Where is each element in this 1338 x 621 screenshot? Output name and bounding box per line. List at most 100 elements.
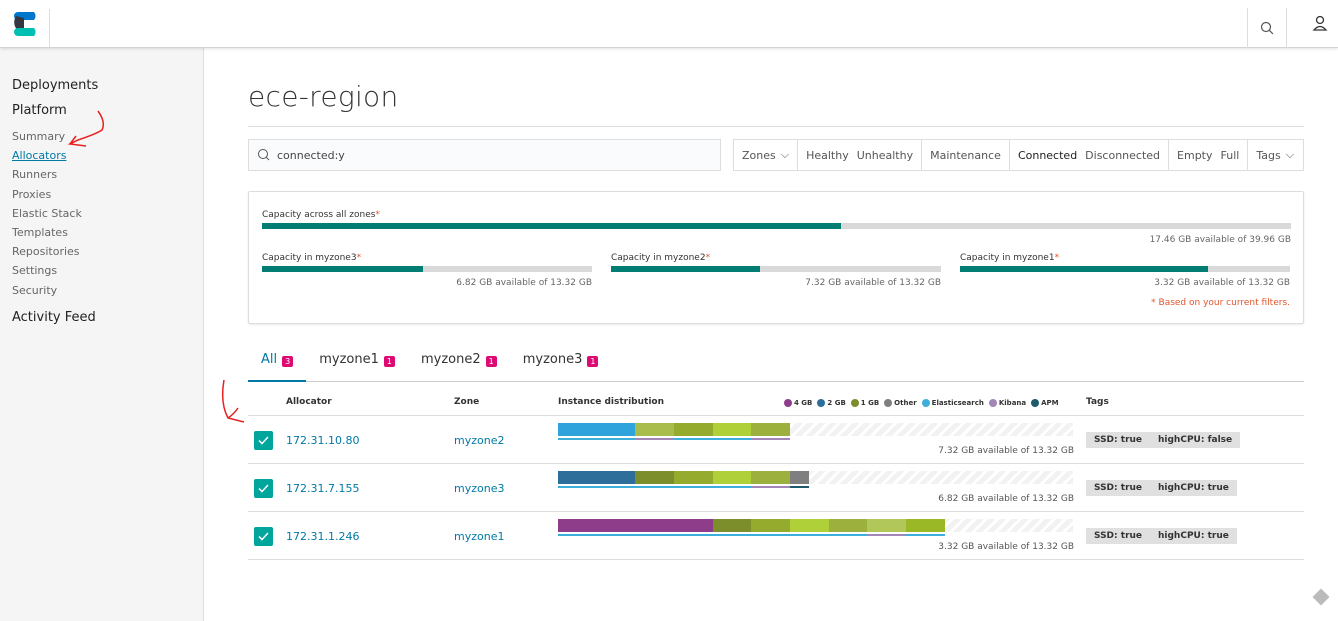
allocator-available: 7.32 GB available of 13.32 GB [938,446,1074,456]
sidebar-item-templates[interactable]: Templates [12,225,68,239]
search-button[interactable] [1247,8,1287,48]
allocator-available: 3.32 GB available of 13.32 GB [938,542,1074,552]
instance-segment[interactable] [635,423,674,436]
nav-activity-feed[interactable]: Activity Feed [12,309,96,325]
instance-segment[interactable] [558,423,636,436]
sidebar-item-proxies[interactable]: Proxies [12,187,52,201]
capacity-zone-available: 7.32 GB available of 13.32 GB [805,278,941,288]
filter-maintenance[interactable]: Maintenance [930,148,1001,162]
zone-tabs: All 3 myzone1 1 myzone2 1 myzone3 1 [248,346,1304,382]
tab-myzone1[interactable]: myzone1 1 [306,346,408,382]
elastic-logo[interactable] [12,10,38,38]
instance-type-marker [751,438,790,440]
count-badge: 1 [383,356,395,367]
instance-segment[interactable] [712,519,752,532]
table-row: 172.31.10.80 myzone2 7.32 GB available o… [248,416,1304,464]
legend-swatch [850,399,859,407]
feedback-icon[interactable] [1312,588,1330,606]
tab-all[interactable]: All 3 [248,346,307,382]
table-row: 172.31.7.155 myzone3 6.82 GB available o… [248,464,1304,512]
instance-segment[interactable] [867,519,906,532]
allocator-link[interactable]: 172.31.10.80 [286,434,360,447]
tab-myzone3[interactable]: myzone3 1 [510,346,612,382]
instance-distribution-bar [558,519,1073,532]
row-checkbox[interactable] [254,479,273,498]
count-badge: 1 [587,356,599,367]
allocator-link[interactable]: 172.31.7.155 [286,482,360,495]
filter-empty[interactable]: Empty [1177,148,1213,162]
instance-segment[interactable] [635,471,674,484]
col-tags: Tags [1086,397,1109,407]
instance-segment[interactable] [828,519,868,532]
instance-segment[interactable] [905,519,945,532]
tags-label: Tags [1256,148,1281,162]
allocator-available: 6.82 GB available of 13.32 GB [938,494,1074,504]
chevron-down-icon: ⌵ [1285,148,1295,161]
instance-segment[interactable] [712,423,752,436]
capacity-all-bar [262,223,1291,229]
row-checkbox[interactable] [254,431,273,450]
tab-label: myzone1 [319,352,379,367]
nav-platform[interactable]: Platform [12,103,67,118]
search-input[interactable] [277,148,422,162]
filter-full[interactable]: Full [1220,148,1240,162]
instance-segment[interactable] [789,471,810,484]
instance-type-marker [751,486,790,488]
legend-swatch [817,399,826,407]
legend-swatch [784,399,792,407]
filter-connected[interactable]: Connected [1017,148,1078,162]
legend-item: Other [884,399,917,407]
instance-segment[interactable] [558,519,713,532]
chevron-down-icon: ⌵ [780,148,790,161]
capacity-zone: Capacity in myzone2* 7.32 GB available of… [611,253,941,288]
zone-link[interactable]: myzone2 [454,434,505,447]
zone-link[interactable]: myzone1 [454,530,505,543]
instance-segment[interactable] [751,519,790,532]
capacity-zone: Capacity in myzone3* 6.82 GB available of… [262,253,592,288]
col-zone[interactable]: Zone [454,397,480,407]
instance-segment[interactable] [673,423,713,436]
sidebar-item-security[interactable]: Security [12,283,58,297]
allocator-link[interactable]: 172.31.1.246 [286,530,360,543]
sidebar: Deployments Platform Summary Allocators Ru… [0,48,204,621]
tag-badge: highCPU: true [1150,528,1237,544]
sidebar-item-runners[interactable]: Runners [12,168,58,182]
zone-link[interactable]: myzone3 [454,482,505,495]
user-icon[interactable] [1310,14,1330,34]
check-icon [258,532,269,541]
col-allocator[interactable]: Allocator [286,397,332,407]
search-field[interactable] [248,139,721,171]
instance-type-marker [558,438,636,440]
instance-type-marker [673,438,752,440]
instance-segment[interactable] [712,471,752,484]
tags-filter[interactable]: Tags ⌵ [1252,148,1298,162]
sidebar-item-repositories[interactable]: Repositories [12,245,80,259]
capacity-zone-label: Capacity in myzone2* [611,253,711,263]
zones-filter[interactable]: Zones ⌵ [738,148,793,162]
sidebar-item-allocators[interactable]: Allocators [12,149,67,163]
row-checkbox[interactable] [254,527,273,546]
capacity-note: * Based on your current filters. [1151,298,1290,308]
tab-label: myzone3 [522,352,583,367]
instance-segment[interactable] [673,471,713,484]
instance-segment[interactable] [558,471,636,484]
sidebar-item-settings[interactable]: Settings [12,264,58,278]
capacity-all-available: 17.46 GB available of 39.96 GB [1149,235,1291,245]
tab-myzone2[interactable]: myzone2 1 [408,346,510,382]
capacity-zone-label: Capacity in myzone3* [262,253,362,263]
sidebar-item-elastic-stack[interactable]: Elastic Stack [12,206,82,220]
instance-distribution-bar [558,471,1073,484]
legend-swatch [884,399,893,407]
filter-unhealthy[interactable]: Unhealthy [856,148,914,162]
instance-segment[interactable] [789,519,829,532]
filter-healthy[interactable]: Healthy [806,148,849,162]
filter-disconnected[interactable]: Disconnected [1085,148,1161,162]
instance-segment[interactable] [751,423,790,436]
search-icon [1260,21,1274,35]
nav-deployments[interactable]: Deployments [12,78,99,93]
instance-segment[interactable] [751,471,790,484]
tag-badge: SSD: true [1086,432,1151,448]
sidebar-item-summary[interactable]: Summary [12,130,66,143]
instance-type-marker [905,534,945,536]
capacity-zone-bar [262,266,592,272]
